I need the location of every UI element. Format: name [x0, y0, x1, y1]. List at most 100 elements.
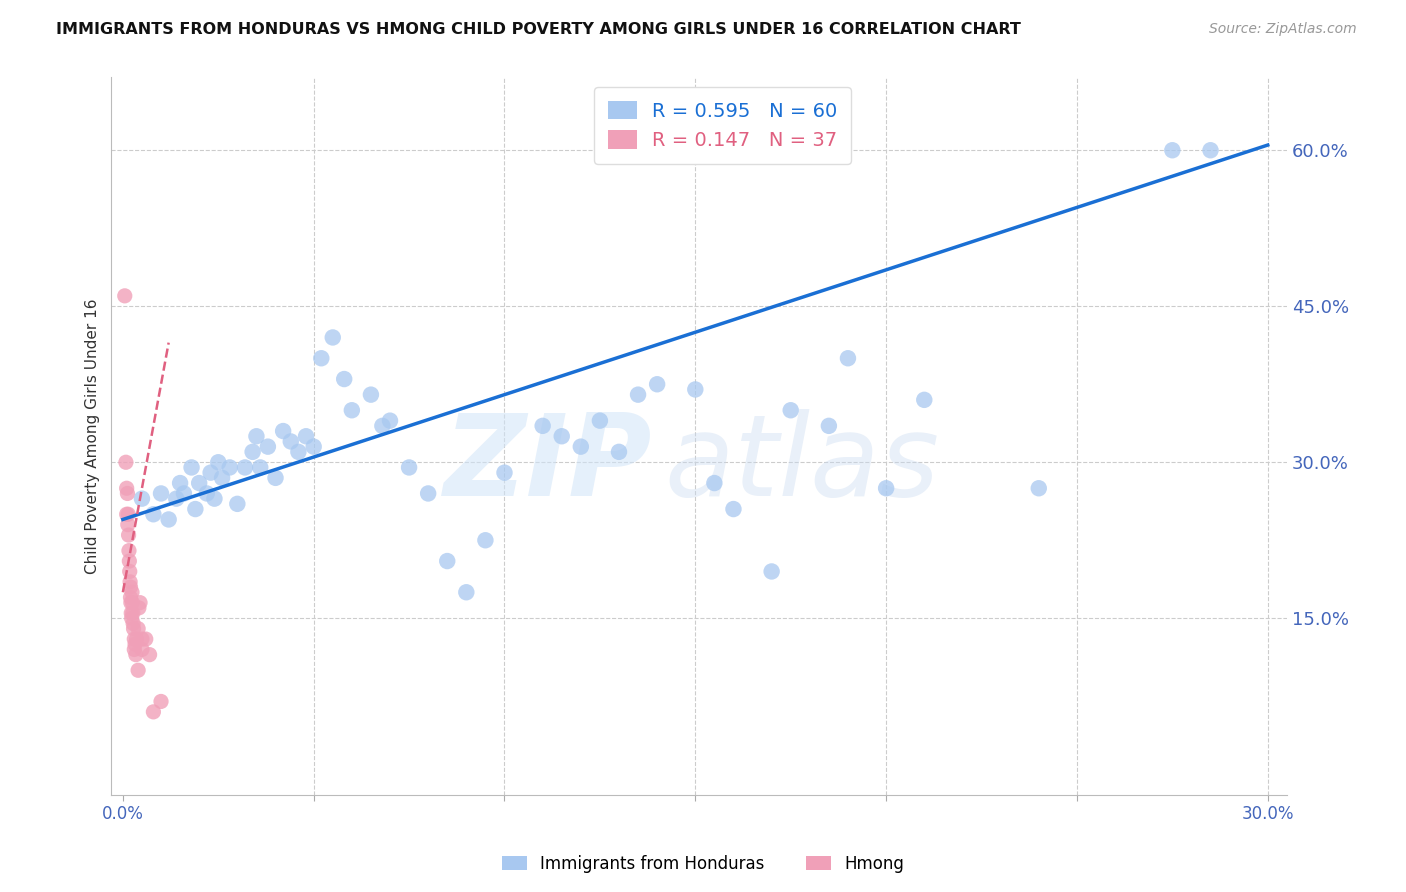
- Point: [118, 554, 141, 568]
- Text: Source: ZipAtlas.com: Source: ZipAtlas.com: [1209, 22, 1357, 37]
- Point: [233, 460, 256, 475]
- Point: [121, 596, 143, 610]
- Point: [302, 440, 325, 454]
- Point: [645, 377, 668, 392]
- Y-axis label: Child Poverty Among Girls Under 16: Child Poverty Among Girls Under 16: [86, 299, 100, 574]
- Point: [607, 445, 630, 459]
- Point: [120, 580, 142, 594]
- Point: [142, 508, 165, 522]
- Point: [378, 414, 401, 428]
- Point: [118, 543, 141, 558]
- Point: [200, 466, 222, 480]
- Point: [131, 632, 153, 646]
- Point: [115, 455, 138, 469]
- Point: [398, 460, 420, 475]
- Point: [124, 637, 146, 651]
- Point: [627, 387, 650, 401]
- Point: [180, 460, 202, 475]
- Legend: R = 0.595   N = 60, R = 0.147   N = 37: R = 0.595 N = 60, R = 0.147 N = 37: [593, 87, 851, 164]
- Point: [340, 403, 363, 417]
- Legend: Immigrants from Honduras, Hmong: Immigrants from Honduras, Hmong: [495, 848, 911, 880]
- Point: [360, 387, 382, 401]
- Point: [685, 383, 707, 397]
- Point: [779, 403, 801, 417]
- Point: [131, 491, 153, 506]
- Point: [114, 289, 136, 303]
- Point: [211, 471, 233, 485]
- Point: [157, 512, 180, 526]
- Point: [129, 596, 152, 610]
- Point: [125, 648, 148, 662]
- Point: [287, 445, 309, 459]
- Text: IMMIGRANTS FROM HONDURAS VS HMONG CHILD POVERTY AMONG GIRLS UNDER 16 CORRELATION: IMMIGRANTS FROM HONDURAS VS HMONG CHILD …: [56, 22, 1021, 37]
- Point: [117, 517, 139, 532]
- Point: [1028, 481, 1050, 495]
- Point: [120, 596, 142, 610]
- Text: ZIP: ZIP: [444, 409, 652, 520]
- Point: [569, 440, 592, 454]
- Point: [494, 466, 516, 480]
- Point: [195, 486, 218, 500]
- Point: [122, 616, 145, 631]
- Point: [150, 694, 173, 708]
- Point: [173, 486, 195, 500]
- Point: [165, 491, 187, 506]
- Point: [124, 642, 146, 657]
- Point: [436, 554, 458, 568]
- Point: [531, 418, 554, 433]
- Point: [120, 574, 142, 589]
- Point: [1199, 143, 1222, 157]
- Point: [245, 429, 267, 443]
- Point: [128, 600, 150, 615]
- Point: [131, 642, 153, 657]
- Point: [125, 632, 148, 646]
- Point: [121, 606, 143, 620]
- Point: [875, 481, 897, 495]
- Point: [127, 663, 149, 677]
- Point: [280, 434, 302, 449]
- Point: [121, 585, 143, 599]
- Point: [703, 476, 725, 491]
- Point: [218, 460, 240, 475]
- Point: [311, 351, 333, 366]
- Point: [242, 445, 264, 459]
- Point: [169, 476, 191, 491]
- Point: [207, 455, 229, 469]
- Point: [551, 429, 574, 443]
- Point: [120, 591, 142, 605]
- Point: [271, 424, 294, 438]
- Point: [204, 491, 226, 506]
- Point: [474, 533, 496, 548]
- Point: [121, 611, 143, 625]
- Point: [138, 648, 160, 662]
- Point: [184, 502, 207, 516]
- Point: [115, 508, 138, 522]
- Point: [333, 372, 356, 386]
- Point: [188, 476, 211, 491]
- Point: [115, 481, 138, 495]
- Point: [264, 471, 287, 485]
- Point: [117, 508, 139, 522]
- Point: [120, 606, 142, 620]
- Point: [418, 486, 440, 500]
- Point: [818, 418, 841, 433]
- Point: [117, 528, 139, 542]
- Point: [122, 622, 145, 636]
- Point: [295, 429, 318, 443]
- Point: [127, 622, 149, 636]
- Point: [249, 460, 271, 475]
- Point: [257, 440, 280, 454]
- Point: [589, 414, 612, 428]
- Point: [371, 418, 394, 433]
- Point: [761, 565, 783, 579]
- Point: [135, 632, 157, 646]
- Point: [837, 351, 859, 366]
- Point: [118, 565, 141, 579]
- Point: [124, 632, 146, 646]
- Point: [456, 585, 478, 599]
- Point: [142, 705, 165, 719]
- Point: [1161, 143, 1184, 157]
- Point: [322, 330, 344, 344]
- Point: [117, 486, 139, 500]
- Point: [723, 502, 745, 516]
